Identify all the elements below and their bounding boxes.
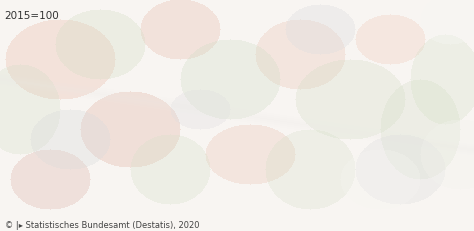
Text: © |▸ Statistisches Bundesamt (Destatis), 2020: © |▸ Statistisches Bundesamt (Destatis),…: [5, 220, 199, 229]
Text: 2015=100: 2015=100: [5, 11, 60, 21]
